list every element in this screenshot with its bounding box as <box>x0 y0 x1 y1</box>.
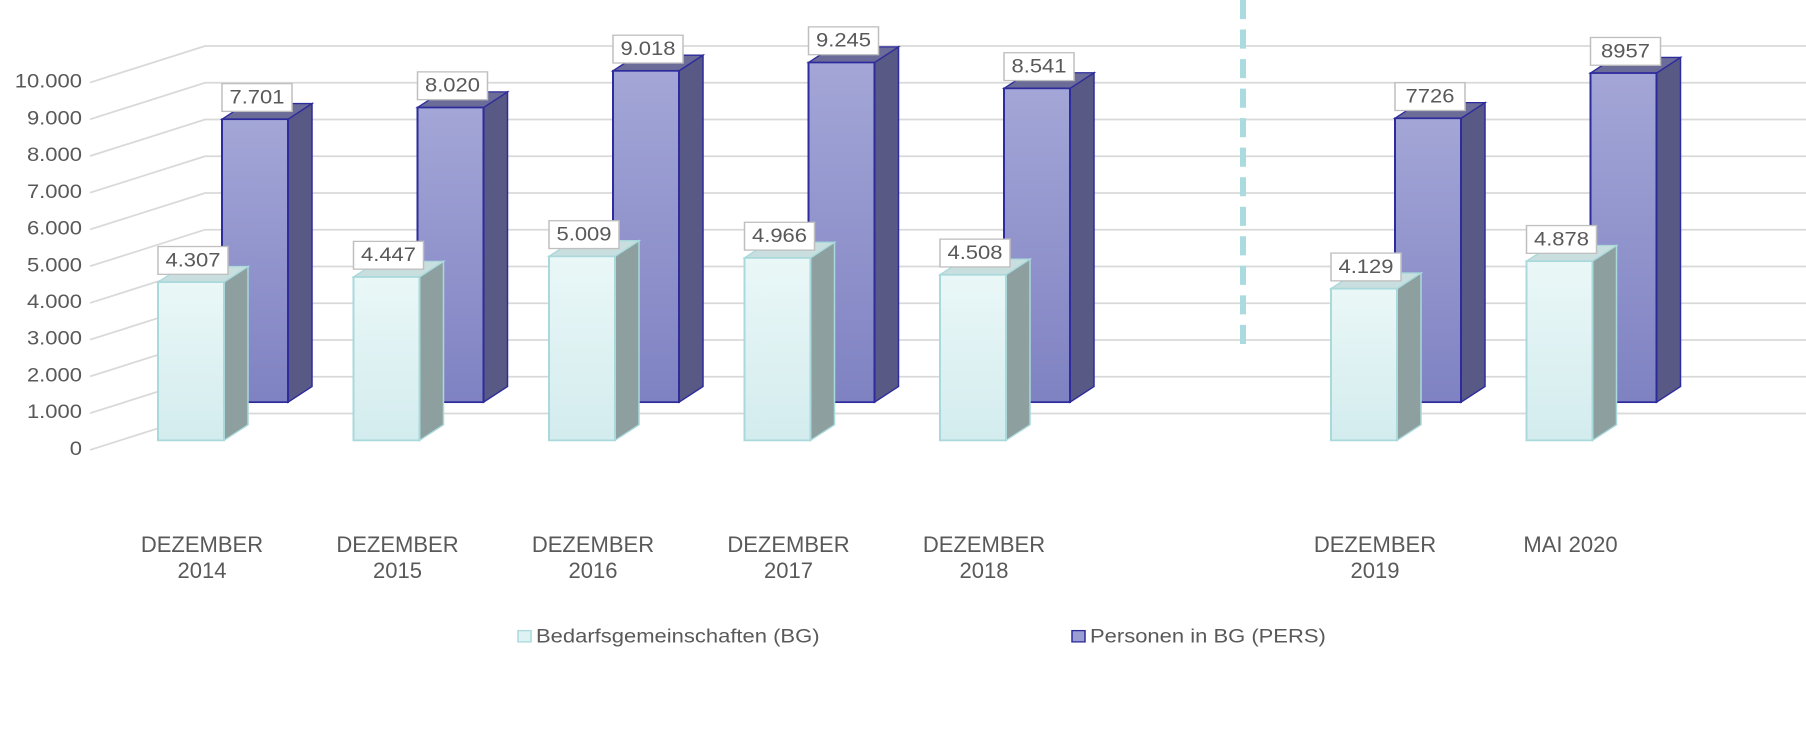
value-label: 7.701 <box>229 87 284 108</box>
bar-side <box>1591 244 1618 442</box>
y-tick-label: 10.000 <box>15 71 82 92</box>
value-label-box <box>221 82 293 113</box>
bar <box>743 257 812 442</box>
grid-line <box>89 118 1806 157</box>
legend-label: Bedarfsgemeinschaften (BG) <box>536 626 820 647</box>
y-tick-label: 2.000 <box>27 365 82 386</box>
value-label: 9.245 <box>816 30 871 51</box>
bar <box>1525 260 1594 442</box>
bar-side <box>223 265 249 442</box>
bar-side <box>482 90 509 404</box>
value-label: 5.009 <box>556 224 611 245</box>
x-tick-label: DEZEMBER 2015 <box>336 532 459 584</box>
value-label-box <box>1525 224 1598 254</box>
grid-line <box>89 228 1806 268</box>
legend-swatch <box>517 629 532 643</box>
value-label-box <box>807 26 880 56</box>
bar-side <box>1069 71 1095 404</box>
legend-swatch <box>1071 629 1086 643</box>
y-tick-label: 0 <box>70 438 82 459</box>
bar <box>1330 287 1398 442</box>
value-label-box <box>352 240 425 270</box>
value-label: 4.307 <box>165 250 220 271</box>
y-tick-label: 7.000 <box>27 181 82 202</box>
value-label-box <box>548 220 620 250</box>
y-tick-label: 1.000 <box>27 402 82 423</box>
bar-side <box>678 53 704 404</box>
y-tick-label: 3.000 <box>27 328 82 349</box>
value-label-box <box>1589 36 1662 66</box>
value-label-box <box>743 221 816 251</box>
value-label-box <box>1330 252 1402 282</box>
value-label: 7726 <box>1406 86 1455 107</box>
bar-side <box>1396 271 1422 442</box>
x-tick-label: DEZEMBER 2017 <box>727 532 850 584</box>
y-tick-label: 4.000 <box>27 291 82 312</box>
value-label: 9.018 <box>620 38 675 59</box>
x-tick-label: DEZEMBER 2014 <box>140 532 264 584</box>
bar-side <box>614 239 640 442</box>
value-label: 8.541 <box>1011 56 1066 77</box>
bar-side <box>1655 56 1682 404</box>
value-label: 8.020 <box>425 75 480 96</box>
value-label: 4.508 <box>947 242 1002 263</box>
bar-side <box>1460 101 1486 404</box>
grid-line <box>89 155 1806 194</box>
value-label: 4.447 <box>361 244 416 265</box>
bar-side <box>287 102 313 404</box>
value-label-box <box>1394 82 1466 112</box>
y-tick-label: 9.000 <box>27 108 82 129</box>
bar-side <box>809 240 836 442</box>
bar <box>352 276 421 442</box>
value-label: 4.878 <box>1534 229 1589 250</box>
y-tick-label: 6.000 <box>27 218 82 239</box>
y-tick-label: 5.000 <box>27 255 82 276</box>
value-label-box <box>612 34 684 64</box>
legend-label: Personen in BG (PERS) <box>1090 626 1326 647</box>
x-tick-label: MAI 2020 <box>1523 532 1618 558</box>
value-label-box <box>416 71 489 101</box>
value-label: 4.129 <box>1338 256 1393 277</box>
grid-line <box>89 81 1806 121</box>
grid-line <box>89 192 1806 231</box>
x-tick-label: DEZEMBER 2016 <box>531 532 655 584</box>
bar-side <box>418 260 445 442</box>
x-tick-label: DEZEMBER 2018 <box>922 532 1046 584</box>
bar <box>548 255 616 442</box>
bar <box>157 281 225 442</box>
bar <box>939 273 1007 442</box>
value-label-box <box>157 245 229 275</box>
value-label-box <box>1003 52 1075 82</box>
value-label-box <box>939 238 1011 268</box>
grid-line <box>89 45 1806 84</box>
bar-side <box>1005 257 1031 442</box>
value-label: 8957 <box>1601 41 1650 62</box>
x-tick-label: DEZEMBER 2019 <box>1313 532 1437 584</box>
y-tick-label: 8.000 <box>27 144 82 165</box>
value-label: 4.966 <box>752 225 807 246</box>
bar-side <box>873 45 900 404</box>
